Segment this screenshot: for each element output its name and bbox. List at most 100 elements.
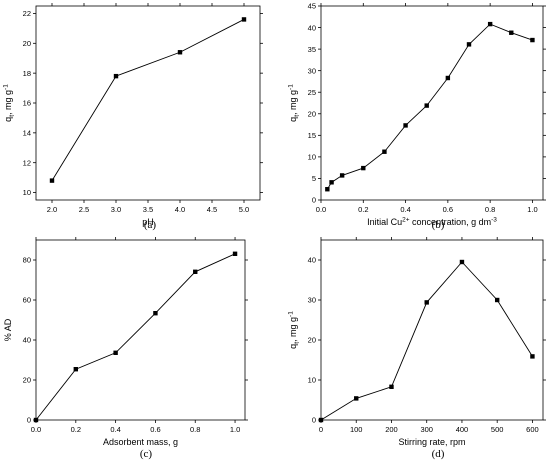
x-tick-label: 600 <box>526 425 539 434</box>
x-tick-label: 0.8 <box>485 205 495 214</box>
panel-label: (c) <box>140 448 153 460</box>
data-point <box>339 173 345 178</box>
data-point <box>329 180 334 185</box>
series-line <box>326 23 533 190</box>
data-point <box>33 417 39 423</box>
y-tick-label: 10 <box>23 188 31 197</box>
y-axis-label: qt, mg g-1 <box>288 84 301 122</box>
series-line <box>35 253 236 421</box>
x-tick-label: 4.0 <box>175 205 185 214</box>
y-tick-label: 45 <box>308 2 316 11</box>
data-point <box>241 17 247 22</box>
x-tick-label: 5.0 <box>239 205 249 214</box>
x-tick-label: 0.2 <box>71 425 81 434</box>
chart-panel-2: 0.0 0.2 0.4 0.6 0.8 1.0 0 5 10 15 20 25 30 35 40 45 Init… <box>288 2 546 231</box>
y-tick-label: 30 <box>308 66 316 75</box>
x-tick-label: 2.5 <box>79 205 89 214</box>
plot-frame <box>35 239 246 421</box>
y-tick-label: 10 <box>308 376 316 385</box>
y-tick-label: 20 <box>23 39 31 48</box>
data-point <box>232 251 238 256</box>
chart-panel-1: 2.0 2.5 3.0 3.5 4.0 4.5 5.0 10 12 14 16 18 20 22 pH qt,… <box>3 3 263 231</box>
data-point <box>113 73 119 79</box>
y-axis-label: qt, mg g-1 <box>3 84 16 122</box>
y-tick-label: 80 <box>23 256 31 265</box>
y-tick-label: 22 <box>23 9 31 18</box>
panel-label: (b) <box>432 219 445 231</box>
y-tick-label: 25 <box>308 88 316 97</box>
y-tick-label: 0 <box>312 416 316 425</box>
plot-frame <box>320 5 544 201</box>
y-tick-label: 20 <box>23 376 31 385</box>
y-tick-label: 20 <box>308 336 316 345</box>
y-tick-label: 60 <box>23 296 31 305</box>
series-line <box>51 19 245 181</box>
x-tick-label: 0 <box>319 425 323 434</box>
x-tick-label: 0.4 <box>110 425 120 434</box>
data-point <box>389 384 394 389</box>
y-axis-label: qt, mg g-1 <box>288 311 301 349</box>
x-tick-label: 0.6 <box>150 425 160 434</box>
plot-frame <box>320 239 544 421</box>
y-tick-label: 12 <box>23 158 31 167</box>
data-point <box>113 350 118 355</box>
data-point <box>424 103 429 108</box>
data-point <box>445 75 451 81</box>
x-axis-label: Adsorbent mass, g <box>103 437 178 447</box>
x-tick-label: 0.2 <box>358 205 368 214</box>
x-tick-label: 0.0 <box>31 425 41 434</box>
x-tick-label: 3.5 <box>143 205 153 214</box>
data-point <box>466 42 472 47</box>
x-tick-label: 400 <box>456 425 469 434</box>
x-tick-label: 1.0 <box>527 205 537 214</box>
x-tick-label: 0.4 <box>400 205 410 214</box>
y-tick-label: 20 <box>308 109 316 118</box>
chart-panel-4: 0 100 200 300 400 500 600 0 10 20 30 40 Stirring rat… <box>288 237 546 460</box>
data-point <box>530 354 535 359</box>
panel-label: (a) <box>144 219 157 231</box>
data-point <box>382 149 387 154</box>
data-point <box>494 297 500 303</box>
x-tick-label: 100 <box>350 425 363 434</box>
y-tick-label: 16 <box>23 99 31 108</box>
y-tick-label: 40 <box>308 23 316 32</box>
chart-panel-3: 0.0 0.2 0.4 0.6 0.8 1.0 0 20 40 60 80 Adsorbent mas… <box>3 237 248 460</box>
x-tick-label: 2.0 <box>47 205 57 214</box>
x-axis-label: Stirring rate, rpm <box>398 437 465 447</box>
x-tick-label: 200 <box>385 425 398 434</box>
data-point <box>487 21 493 27</box>
data-point <box>177 50 183 55</box>
series-line <box>320 261 533 421</box>
plot-frame <box>35 5 261 201</box>
y-tick-label: 40 <box>308 256 316 265</box>
y-axis-label: % AD <box>3 318 13 341</box>
y-tick-label: 15 <box>308 131 316 140</box>
x-tick-label: 0.6 <box>443 205 453 214</box>
x-tick-label: 3.0 <box>111 205 121 214</box>
y-tick-label: 18 <box>23 69 31 78</box>
data-point <box>509 30 514 35</box>
y-tick-label: 10 <box>308 153 316 162</box>
data-point <box>193 269 198 274</box>
y-tick-label: 30 <box>308 296 316 305</box>
data-point <box>318 417 324 423</box>
y-tick-label: 35 <box>308 45 316 54</box>
data-point <box>153 311 158 316</box>
data-point <box>49 178 55 183</box>
data-point <box>325 187 330 192</box>
x-tick-label: 0.0 <box>316 205 326 214</box>
data-point <box>424 300 429 305</box>
y-tick-label: 0 <box>27 416 31 425</box>
data-point <box>361 165 366 171</box>
x-tick-label: 1.0 <box>230 425 240 434</box>
panel-label: (d) <box>432 448 445 460</box>
y-tick-label: 0 <box>312 196 316 205</box>
x-tick-label: 4.5 <box>207 205 217 214</box>
y-tick-label: 40 <box>23 336 31 345</box>
x-tick-label: 500 <box>491 425 504 434</box>
x-axis-label: pH <box>142 217 154 227</box>
data-point <box>459 259 465 265</box>
x-tick-label: 300 <box>420 425 433 434</box>
x-tick-label: 0.8 <box>190 425 200 434</box>
